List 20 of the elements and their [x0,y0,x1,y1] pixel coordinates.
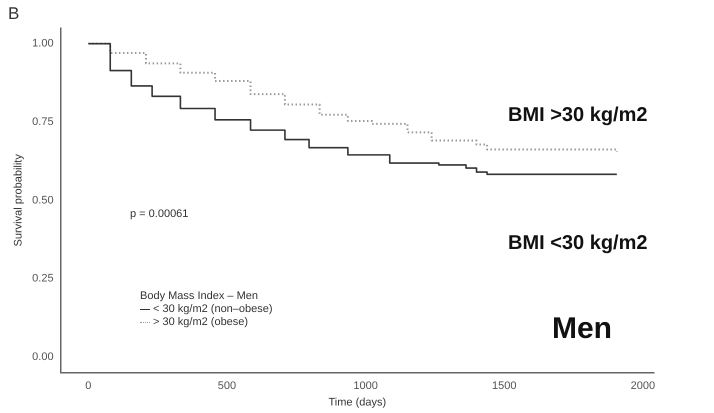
y-tick-label: 0.00 [32,350,54,363]
annotation: BMI >30 kg/m2 [508,104,648,127]
text: B [8,4,20,24]
y-tick-label: 0.75 [32,116,54,128]
y-axis-title: Survival probability [12,154,25,246]
legend-label: < 30 kg/m2 (non–obese) [153,303,273,315]
x-tick-label: 1000 [353,380,378,392]
y-tick-label: 0.50 [32,194,54,206]
x-axis-title: Time (days) [328,396,386,408]
annotation: Men [552,312,612,346]
x-tick-label: 500 [218,380,236,392]
legend-label: > 30 kg/m2 (obese) [153,316,248,328]
y-tick-label: 0.25 [32,272,54,285]
annotation: BMI <30 kg/m2 [508,232,648,255]
annotation: p = 0.00061 [130,208,188,220]
y-tick-label: 1.00 [32,38,54,50]
x-tick-label: 0 [85,380,92,392]
legend-title: Body Mass Index – Men [140,290,260,303]
x-tick-label: 2000 [630,380,656,392]
x-tick-label: 1500 [492,380,517,392]
